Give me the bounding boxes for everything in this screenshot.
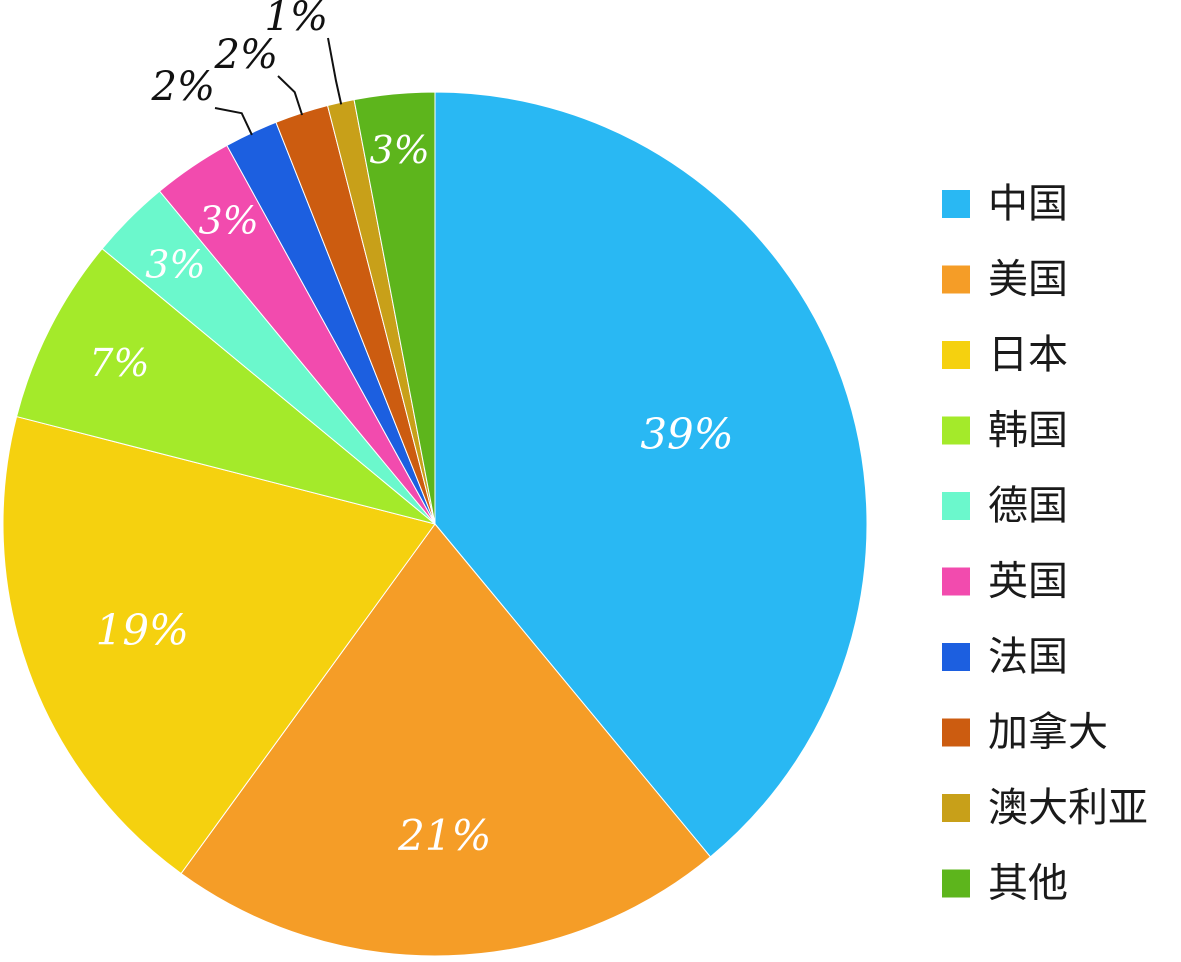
slice-8-leader-line — [277, 75, 304, 116]
slice-2-wedge — [180, 523, 712, 957]
slice-2-value-label: 21% — [397, 811, 491, 860]
legend-swatch-8 — [942, 718, 970, 747]
legend-swatch-3 — [942, 341, 970, 369]
slice-9-value-label: 1% — [265, 0, 328, 40]
legend-label-3: 日本 — [988, 332, 1068, 378]
legend-swatch-5 — [942, 492, 970, 520]
slice-9-leader-line — [327, 37, 343, 105]
slice-7-value-label: 2% — [151, 64, 215, 110]
legend-label-2: 美国 — [988, 257, 1068, 303]
legend-swatch-1 — [942, 190, 970, 218]
slice-3-value-label: 19% — [96, 605, 189, 654]
slice-7-leader-line — [214, 107, 253, 136]
legend-label-10: 其他 — [988, 861, 1068, 907]
slice-10-value-label: 3% — [369, 128, 429, 172]
leader-lines — [214, 37, 343, 136]
slice-8-value-label: 2% — [214, 32, 278, 78]
legend-label-5: 德国 — [988, 483, 1068, 529]
legend-swatch-2 — [942, 265, 970, 294]
slice-3-wedge — [2, 415, 436, 875]
legend-swatch-10 — [942, 869, 970, 898]
pie-slices — [2, 91, 868, 957]
legend-swatch-7 — [942, 643, 970, 671]
legend-label-6: 英国 — [988, 559, 1068, 605]
slice-5-value-label: 3% — [145, 242, 205, 286]
slice-4-value-label: 7% — [89, 341, 149, 385]
slice-1-value-label: 39% — [640, 409, 733, 458]
legend-label-1: 中国 — [988, 181, 1068, 227]
legend-swatch-9 — [942, 794, 970, 822]
pie-value-labels: 39%21%19%7%3%3%2%2%1%3% — [89, 0, 733, 860]
legend-label-9: 澳大利亚 — [988, 785, 1148, 831]
legend-label-7: 法国 — [988, 634, 1068, 680]
legend-swatch-4 — [942, 416, 970, 445]
slice-10-wedge — [353, 91, 436, 525]
slice-6-value-label: 3% — [198, 198, 258, 242]
slice-4-wedge — [15, 247, 436, 525]
slice-1-wedge — [434, 91, 868, 858]
legend-label-8: 加拿大 — [988, 710, 1108, 756]
legend-label-4: 韩国 — [988, 408, 1068, 454]
legend-swatch-6 — [942, 567, 970, 596]
